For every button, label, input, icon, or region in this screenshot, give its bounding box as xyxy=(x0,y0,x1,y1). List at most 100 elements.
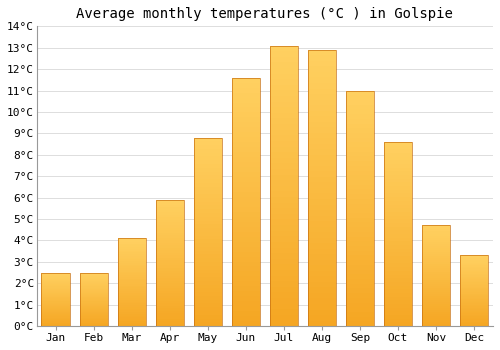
Bar xyxy=(422,276,450,278)
Bar xyxy=(156,303,184,306)
Bar xyxy=(42,295,70,296)
Bar xyxy=(308,111,336,116)
Bar xyxy=(118,296,146,298)
Bar xyxy=(422,280,450,282)
Bar xyxy=(384,241,412,245)
Bar xyxy=(270,197,298,203)
Bar xyxy=(460,282,488,284)
Bar xyxy=(384,252,412,256)
Bar xyxy=(346,91,374,95)
Bar xyxy=(156,268,184,271)
Bar xyxy=(384,267,412,271)
Bar xyxy=(460,289,488,291)
Bar xyxy=(194,213,222,217)
Bar xyxy=(80,306,108,307)
Bar xyxy=(232,152,260,157)
Bar xyxy=(270,321,298,326)
Bar xyxy=(232,252,260,257)
Bar xyxy=(270,141,298,147)
Bar xyxy=(422,294,450,296)
Bar xyxy=(422,292,450,294)
Bar xyxy=(308,172,336,177)
Bar xyxy=(270,293,298,298)
Bar xyxy=(42,307,70,308)
Bar xyxy=(422,230,450,231)
Bar xyxy=(384,153,412,157)
Bar xyxy=(156,314,184,316)
Bar xyxy=(422,320,450,322)
Bar xyxy=(460,257,488,258)
Bar xyxy=(308,99,336,105)
Bar xyxy=(270,68,298,74)
Bar xyxy=(118,312,146,314)
Bar xyxy=(194,239,222,243)
Bar xyxy=(80,307,108,308)
Bar xyxy=(118,279,146,280)
Bar xyxy=(384,194,412,197)
Bar xyxy=(422,286,450,288)
Bar xyxy=(270,74,298,79)
Bar xyxy=(270,214,298,219)
Bar xyxy=(156,324,184,326)
Bar xyxy=(80,291,108,292)
Bar xyxy=(422,272,450,274)
Bar xyxy=(308,105,336,111)
Bar xyxy=(270,275,298,281)
Bar xyxy=(422,274,450,276)
Bar xyxy=(232,227,260,232)
Bar xyxy=(460,299,488,301)
Bar xyxy=(232,272,260,276)
Bar xyxy=(194,258,222,262)
Bar xyxy=(270,96,298,101)
Bar xyxy=(80,318,108,320)
Bar xyxy=(232,197,260,202)
Bar xyxy=(460,275,488,276)
Bar xyxy=(194,292,222,296)
Bar xyxy=(346,227,374,232)
Bar xyxy=(422,231,450,233)
Bar xyxy=(232,311,260,316)
Bar xyxy=(118,316,146,317)
Bar xyxy=(194,262,222,266)
Bar xyxy=(460,274,488,275)
Bar xyxy=(156,278,184,281)
Bar xyxy=(118,247,146,249)
Bar xyxy=(156,202,184,205)
Bar xyxy=(270,287,298,293)
Bar xyxy=(232,147,260,152)
Bar xyxy=(232,241,260,247)
Bar xyxy=(80,314,108,315)
Bar xyxy=(384,142,412,326)
Bar xyxy=(460,268,488,270)
Bar xyxy=(194,149,222,153)
Bar xyxy=(156,273,184,275)
Bar xyxy=(80,295,108,296)
Bar xyxy=(118,272,146,273)
Bar xyxy=(346,288,374,293)
Bar xyxy=(156,245,184,248)
Bar xyxy=(118,273,146,275)
Bar xyxy=(42,318,70,320)
Bar xyxy=(346,208,374,213)
Bar xyxy=(42,275,70,276)
Bar xyxy=(422,322,450,324)
Bar xyxy=(232,177,260,182)
Bar xyxy=(270,203,298,208)
Bar xyxy=(346,213,374,218)
Bar xyxy=(232,107,260,112)
Bar xyxy=(42,320,70,321)
Bar xyxy=(42,273,70,326)
Bar xyxy=(384,149,412,153)
Bar xyxy=(42,294,70,295)
Bar xyxy=(80,301,108,302)
Bar xyxy=(232,306,260,311)
Bar xyxy=(118,275,146,277)
Bar xyxy=(156,258,184,260)
Bar xyxy=(194,243,222,247)
Bar xyxy=(346,241,374,246)
Bar xyxy=(118,314,146,316)
Bar xyxy=(42,300,70,301)
Bar xyxy=(346,133,374,138)
Bar xyxy=(460,303,488,305)
Bar xyxy=(270,79,298,85)
